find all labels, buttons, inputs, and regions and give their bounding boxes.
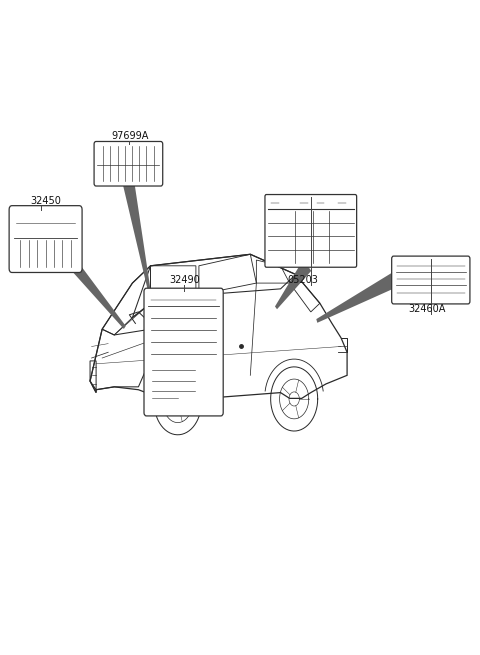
Polygon shape — [275, 260, 311, 309]
Text: 32490: 32490 — [169, 275, 200, 285]
FancyBboxPatch shape — [265, 195, 357, 267]
FancyBboxPatch shape — [392, 256, 470, 304]
Polygon shape — [178, 291, 190, 341]
Text: 32450: 32450 — [30, 196, 61, 206]
Text: 97699A: 97699A — [111, 131, 148, 141]
Text: 32460A: 32460A — [408, 305, 446, 314]
FancyBboxPatch shape — [9, 206, 82, 272]
Polygon shape — [316, 273, 396, 323]
Text: 05203: 05203 — [287, 275, 318, 285]
Polygon shape — [51, 236, 126, 329]
FancyBboxPatch shape — [94, 141, 163, 186]
FancyBboxPatch shape — [144, 288, 223, 416]
Polygon shape — [123, 181, 150, 289]
